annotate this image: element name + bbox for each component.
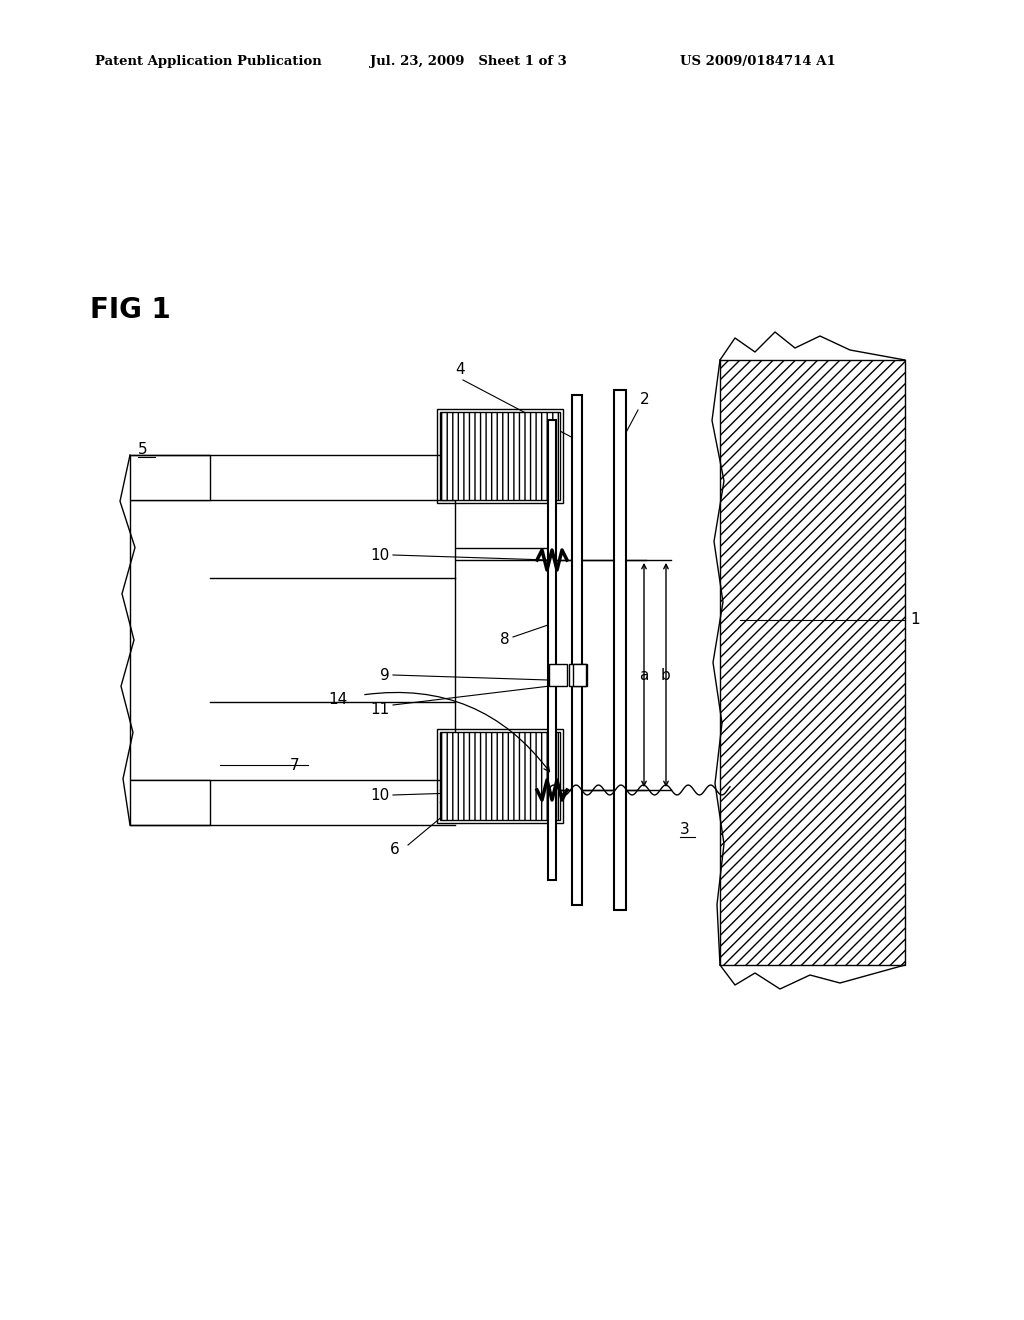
- Bar: [437, 729, 563, 822]
- Bar: [440, 412, 560, 500]
- Text: US 2009/0184714 A1: US 2009/0184714 A1: [680, 55, 836, 69]
- Text: 11: 11: [371, 702, 390, 718]
- Bar: [548, 420, 556, 880]
- Text: b: b: [662, 668, 671, 682]
- Bar: [437, 409, 563, 503]
- Text: 8: 8: [501, 632, 510, 648]
- Text: 9: 9: [380, 668, 390, 682]
- Text: 6: 6: [390, 842, 399, 858]
- Bar: [130, 500, 455, 780]
- Text: 14: 14: [329, 693, 348, 708]
- Text: 3: 3: [680, 822, 690, 837]
- Text: 10: 10: [371, 548, 390, 562]
- Bar: [569, 664, 587, 686]
- Text: 1: 1: [910, 612, 920, 627]
- Text: Jul. 23, 2009   Sheet 1 of 3: Jul. 23, 2009 Sheet 1 of 3: [370, 55, 566, 69]
- Text: 4: 4: [455, 363, 465, 378]
- Text: Patent Application Publication: Patent Application Publication: [95, 55, 322, 69]
- Bar: [614, 389, 626, 909]
- Bar: [130, 780, 210, 825]
- Bar: [440, 733, 560, 820]
- Text: 2: 2: [640, 392, 649, 408]
- Bar: [720, 360, 905, 965]
- Text: a: a: [639, 668, 648, 682]
- Bar: [573, 664, 586, 686]
- Bar: [572, 395, 582, 906]
- Text: 10: 10: [371, 788, 390, 803]
- Text: 7: 7: [290, 758, 300, 772]
- Bar: [130, 455, 210, 500]
- Text: FIG 1: FIG 1: [90, 296, 171, 323]
- Bar: [549, 664, 567, 686]
- Text: 5: 5: [138, 442, 147, 458]
